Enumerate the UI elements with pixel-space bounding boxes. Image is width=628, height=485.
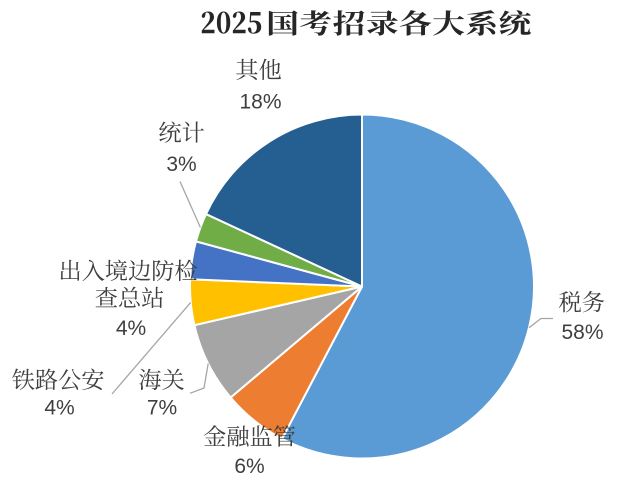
svg-text:4%: 4%: [116, 317, 146, 340]
svg-text:58%: 58%: [561, 321, 603, 344]
svg-text:6%: 6%: [234, 455, 264, 478]
svg-text:7%: 7%: [147, 397, 177, 420]
svg-text:18%: 18%: [239, 90, 281, 113]
svg-text:4%: 4%: [44, 397, 74, 420]
svg-text:3%: 3%: [166, 153, 196, 176]
